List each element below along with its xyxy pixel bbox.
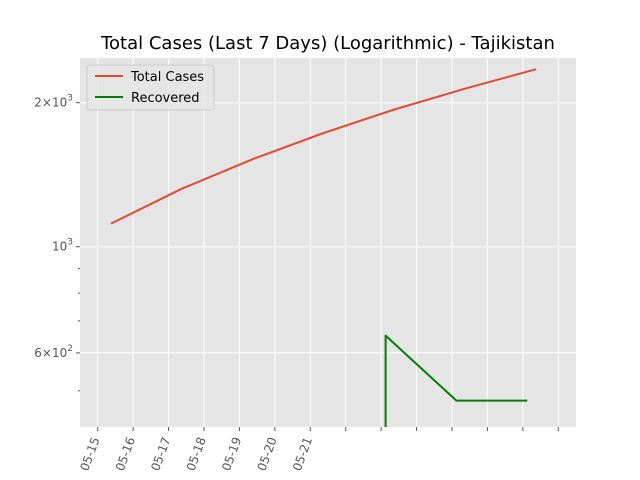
x-tick-label: 05-18 (184, 435, 209, 473)
grid (80, 58, 576, 427)
series-line-total-cases (110, 68, 537, 225)
x-tick-label: 05-15 (77, 435, 102, 473)
x-tick-label: 05-21 (290, 435, 315, 473)
plot-background (80, 58, 576, 427)
legend-label-recovered: Recovered (131, 91, 200, 106)
x-tick-label: 05-17 (148, 435, 173, 473)
x-tick-label: 05-20 (255, 435, 280, 473)
x-tick-label: 05-19 (219, 435, 244, 473)
legend-label-total-cases: Total Cases (130, 70, 204, 85)
legend: Total Cases Recovered (86, 64, 215, 111)
x-tick-label: 05-16 (113, 435, 138, 473)
y-tick-label: 6×102 (34, 344, 73, 360)
series-layer (110, 68, 537, 427)
chart-title: Total Cases (Last 7 Days) (Logarithmic) … (100, 33, 555, 54)
series-line-recovered (384, 334, 528, 427)
y-tick-label: 103 (52, 238, 73, 254)
y-tick-label: 2×103 (34, 94, 73, 110)
